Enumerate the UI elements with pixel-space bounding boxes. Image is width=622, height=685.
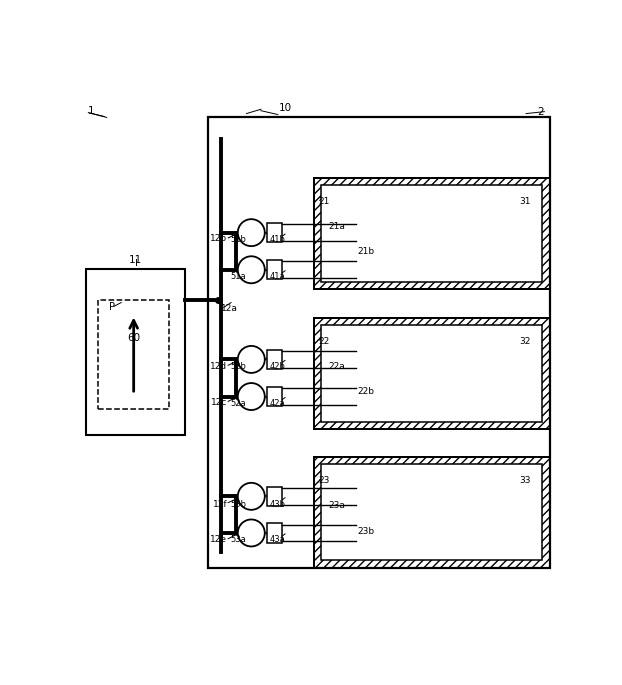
- Bar: [321, 325, 542, 421]
- Bar: [314, 457, 550, 568]
- Bar: [208, 117, 550, 568]
- Bar: [314, 457, 550, 568]
- Text: 60: 60: [127, 333, 140, 342]
- Text: 22b: 22b: [357, 387, 374, 396]
- Text: 1: 1: [87, 106, 94, 116]
- Text: 12a: 12a: [221, 304, 238, 313]
- Text: 12b: 12b: [210, 234, 227, 243]
- Text: 23: 23: [319, 476, 330, 486]
- Circle shape: [238, 383, 265, 410]
- Text: 2: 2: [538, 107, 544, 116]
- Bar: [267, 350, 282, 369]
- Circle shape: [238, 346, 265, 373]
- Text: P: P: [109, 302, 116, 312]
- Bar: [267, 523, 282, 543]
- Bar: [86, 269, 185, 435]
- Text: 32: 32: [519, 336, 531, 346]
- Text: 31: 31: [519, 197, 531, 205]
- Text: 53a: 53a: [230, 535, 246, 544]
- Text: 23a: 23a: [328, 501, 345, 510]
- Text: 21a: 21a: [328, 222, 345, 231]
- Bar: [321, 186, 542, 282]
- Text: 52a: 52a: [231, 399, 246, 408]
- Text: 23b: 23b: [357, 527, 374, 536]
- Text: 22: 22: [319, 336, 330, 346]
- Text: 41a: 41a: [270, 272, 285, 281]
- Text: 43b: 43b: [270, 499, 285, 508]
- Bar: [267, 260, 282, 279]
- Text: 43a: 43a: [270, 535, 285, 544]
- Bar: [321, 464, 542, 560]
- Circle shape: [238, 519, 265, 547]
- Text: 22a: 22a: [328, 362, 345, 371]
- Text: 21: 21: [319, 197, 330, 205]
- Text: 10: 10: [279, 103, 292, 113]
- Text: 53b: 53b: [230, 499, 246, 508]
- Text: 51a: 51a: [231, 272, 246, 281]
- Circle shape: [238, 219, 265, 246]
- Text: 11: 11: [129, 255, 142, 265]
- Text: 42b: 42b: [270, 362, 285, 371]
- Bar: [267, 223, 282, 242]
- Text: 42a: 42a: [270, 399, 285, 408]
- Circle shape: [238, 483, 265, 510]
- Bar: [267, 387, 282, 406]
- Text: 12e: 12e: [210, 535, 227, 544]
- Bar: [98, 300, 169, 408]
- Text: 41b: 41b: [270, 236, 285, 245]
- Bar: [314, 178, 550, 289]
- Text: 21b: 21b: [357, 247, 374, 256]
- Text: 52b: 52b: [230, 362, 246, 371]
- Text: 12c: 12c: [211, 398, 227, 407]
- Bar: [314, 318, 550, 429]
- Bar: [267, 486, 282, 506]
- Bar: [314, 178, 550, 289]
- Circle shape: [238, 256, 265, 284]
- Text: 12f: 12f: [213, 499, 227, 508]
- Text: 33: 33: [519, 476, 531, 486]
- Bar: [314, 318, 550, 429]
- Text: 12d: 12d: [210, 362, 227, 371]
- Text: 51b: 51b: [230, 236, 246, 245]
